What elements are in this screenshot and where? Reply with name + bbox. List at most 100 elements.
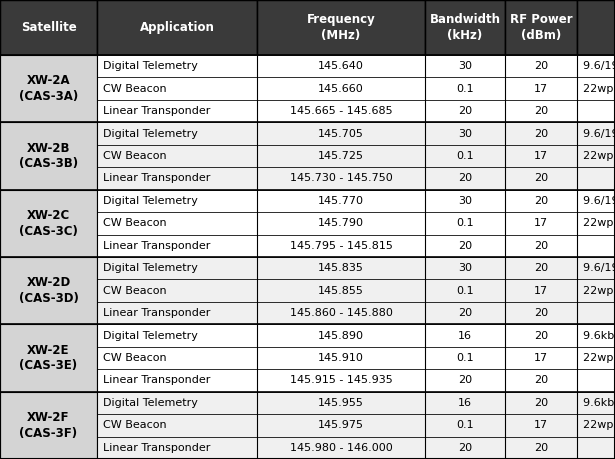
Bar [577,257,615,280]
Bar [425,100,505,123]
Bar [425,145,505,167]
Bar [97,257,257,280]
Bar [97,145,257,167]
Bar [425,190,505,212]
Text: RF Power
(dBm): RF Power (dBm) [510,13,573,42]
Bar [97,123,257,145]
Text: 9.6/19.2kbps, GMSK: 9.6/19.2kbps, GMSK [583,196,615,206]
Bar [425,55,505,78]
Bar [577,167,615,190]
Bar [0,0,97,55]
Bar [257,78,425,100]
Text: 9.6/19.2kbps, GMSK: 9.6/19.2kbps, GMSK [583,129,615,139]
Text: 16: 16 [458,330,472,341]
Bar [257,347,425,369]
Bar [577,55,615,78]
Text: 0.1: 0.1 [456,420,474,431]
Text: 17: 17 [534,151,548,161]
Bar [505,235,577,257]
Bar [577,392,615,414]
Text: 20: 20 [534,308,548,318]
Bar [425,280,505,302]
Bar [425,369,505,392]
Bar [257,100,425,123]
Bar [577,78,615,100]
Bar [97,55,257,78]
Text: XW-2B
(CAS-3B): XW-2B (CAS-3B) [19,142,78,170]
Text: 0.1: 0.1 [456,353,474,363]
Text: Linear Transponder: Linear Transponder [103,106,210,116]
Text: CW Beacon: CW Beacon [103,420,167,431]
Bar [257,190,425,212]
Bar [257,302,425,325]
Bar [505,55,577,78]
Bar [97,0,257,55]
Bar [257,437,425,459]
Text: 145.790: 145.790 [318,218,364,228]
Text: Digital Telemetry: Digital Telemetry [103,398,198,408]
Bar [425,392,505,414]
Bar [505,100,577,123]
Bar [505,414,577,437]
Bar [505,437,577,459]
Text: 145.890: 145.890 [318,330,364,341]
Bar [505,167,577,190]
Text: 20: 20 [458,308,472,318]
Bar [577,414,615,437]
Bar [505,0,577,55]
Text: Linear Transponder: Linear Transponder [103,443,210,453]
Text: XW-2C
(CAS-3C): XW-2C (CAS-3C) [19,209,78,238]
Bar [425,78,505,100]
Bar [425,235,505,257]
Bar [425,212,505,235]
Bar [425,0,505,55]
Text: 22wpm, CW: 22wpm, CW [583,285,615,296]
Bar [505,369,577,392]
Bar [425,302,505,325]
Text: XW-2E
(CAS-3E): XW-2E (CAS-3E) [20,344,77,372]
Text: 20: 20 [534,106,548,116]
Text: 9.6/19.2kbps, GMSK: 9.6/19.2kbps, GMSK [583,263,615,273]
Text: Bandwidth
(kHz): Bandwidth (kHz) [429,13,501,42]
Text: 20: 20 [458,443,472,453]
Bar [0,392,97,459]
Text: Digital Telemetry: Digital Telemetry [103,129,198,139]
Bar [97,392,257,414]
Text: 17: 17 [534,218,548,228]
Bar [505,190,577,212]
Text: CW Beacon: CW Beacon [103,84,167,94]
Text: Application: Application [140,21,215,34]
Text: 145.705: 145.705 [318,129,364,139]
Text: 20: 20 [458,106,472,116]
Bar [97,100,257,123]
Bar [257,392,425,414]
Bar [97,437,257,459]
Bar [505,392,577,414]
Bar [425,325,505,347]
Bar [425,123,505,145]
Bar [505,78,577,100]
Text: 16: 16 [458,398,472,408]
Text: 17: 17 [534,84,548,94]
Text: 9.6/19.2kbps, GMSK: 9.6/19.2kbps, GMSK [583,61,615,71]
Bar [505,280,577,302]
Bar [505,347,577,369]
Text: 145.835: 145.835 [318,263,364,273]
Text: 22wpm, CW: 22wpm, CW [583,151,615,161]
Bar [257,235,425,257]
Text: 17: 17 [534,285,548,296]
Bar [257,257,425,280]
Text: 145.955: 145.955 [318,398,364,408]
Text: 145.770: 145.770 [318,196,364,206]
Bar [577,369,615,392]
Bar [97,414,257,437]
Bar [97,78,257,100]
Text: 145.915 - 145.935: 145.915 - 145.935 [290,375,392,386]
Text: 145.730 - 145.750: 145.730 - 145.750 [290,174,392,184]
Text: 20: 20 [458,375,472,386]
Text: XW-2D
(CAS-3D): XW-2D (CAS-3D) [18,276,79,305]
Text: Digital Telemetry: Digital Telemetry [103,263,198,273]
Text: Frequency
(MHz): Frequency (MHz) [307,13,375,42]
Text: Digital Telemetry: Digital Telemetry [103,61,198,71]
Text: 9.6kbps, GMSK: 9.6kbps, GMSK [583,398,615,408]
